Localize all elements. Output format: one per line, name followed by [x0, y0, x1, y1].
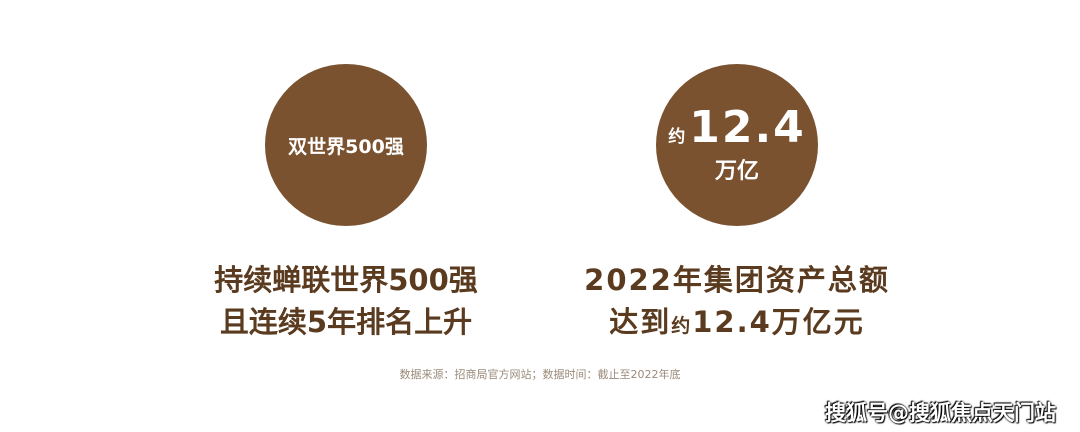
- approx-prefix: 约: [668, 127, 686, 147]
- left-caption-line2: 且连续5年排名上升: [219, 305, 473, 339]
- source-note: 数据来源：招商局官方网站；数据时间：截止至2022年底: [399, 368, 681, 381]
- asset-figure: 约 12.4: [668, 105, 806, 151]
- circle-badge-assets: 约 12.4 万亿: [656, 64, 818, 226]
- right-caption-line2: 达到约12.4万亿元: [527, 301, 947, 347]
- left-caption-line1: 持续蝉联世界500强: [214, 263, 478, 297]
- asset-number: 12.4: [689, 102, 806, 153]
- circle-badge-world-500: 双世界500强: [265, 64, 427, 226]
- asset-unit: 万亿: [714, 159, 759, 184]
- caption-approx: 约: [671, 315, 693, 337]
- left-caption: 持续蝉联世界500强 且连续5年排名上升: [136, 259, 556, 343]
- circle-text: 双世界500强: [288, 135, 404, 158]
- right-caption: 2022年集团资产总额 达到约12.4万亿元: [527, 259, 947, 347]
- watermark: 搜狐号@搜狐焦点天门站: [825, 401, 1056, 425]
- caption-amount: 12.4万亿元: [692, 305, 865, 339]
- caption-reach: 达到: [609, 305, 672, 339]
- right-caption-line1: 2022年集团资产总额: [584, 263, 890, 297]
